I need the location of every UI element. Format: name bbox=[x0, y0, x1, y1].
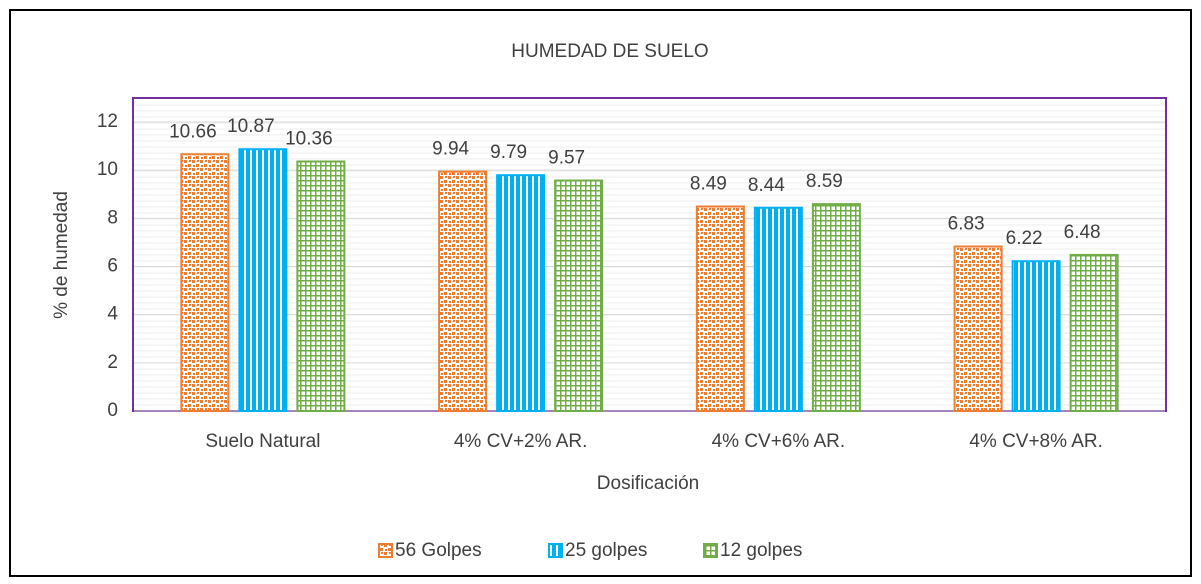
y-tick-label: 12 bbox=[97, 111, 118, 132]
legend-label: 12 golpes bbox=[720, 540, 802, 561]
bar bbox=[296, 160, 346, 412]
y-tick-label: 8 bbox=[107, 207, 118, 228]
x-tick-label: 4% CV+8% AR. bbox=[969, 431, 1103, 452]
legend-label: 56 Golpes bbox=[395, 540, 482, 561]
data-label: 10.66 bbox=[169, 121, 217, 142]
data-label: 9.79 bbox=[490, 142, 527, 163]
data-label: 9.94 bbox=[432, 139, 469, 160]
data-label: 6.22 bbox=[1006, 228, 1043, 249]
x-axis-title: Dosificación bbox=[597, 473, 699, 494]
legend-swatch bbox=[703, 543, 718, 558]
data-label: 9.57 bbox=[548, 148, 585, 169]
bar bbox=[1011, 260, 1061, 412]
bar bbox=[953, 245, 1003, 412]
y-tick-label: 0 bbox=[107, 400, 118, 421]
bar bbox=[811, 203, 861, 412]
data-label: 10.87 bbox=[227, 116, 275, 137]
y-axis-title: % de humedad bbox=[51, 191, 72, 319]
data-label: 8.59 bbox=[806, 171, 843, 192]
data-label: 8.44 bbox=[748, 175, 785, 196]
x-tick-label: Suelo Natural bbox=[205, 431, 320, 452]
chart-title: HUMEDAD DE SUELO bbox=[511, 41, 708, 62]
bar bbox=[753, 206, 803, 412]
x-tick-label: 4% CV+6% AR. bbox=[712, 431, 846, 452]
bar bbox=[180, 153, 230, 412]
data-label: 6.48 bbox=[1064, 222, 1101, 243]
legend-swatch bbox=[378, 543, 393, 558]
bar bbox=[554, 179, 604, 412]
legend-swatch bbox=[548, 543, 563, 558]
bar bbox=[438, 170, 488, 412]
data-label: 10.36 bbox=[285, 129, 333, 150]
data-label: 8.49 bbox=[690, 174, 727, 195]
y-tick-label: 6 bbox=[107, 256, 118, 277]
y-tick-label: 10 bbox=[97, 159, 118, 180]
bar bbox=[695, 205, 745, 412]
y-tick-label: 4 bbox=[107, 304, 118, 325]
x-tick-label: 4% CV+2% AR. bbox=[454, 431, 588, 452]
bar bbox=[1069, 253, 1119, 412]
y-tick-label: 2 bbox=[107, 352, 118, 373]
legend-label: 25 golpes bbox=[565, 540, 647, 561]
bar bbox=[496, 174, 546, 412]
bar bbox=[238, 148, 288, 412]
data-label: 6.83 bbox=[948, 214, 985, 235]
